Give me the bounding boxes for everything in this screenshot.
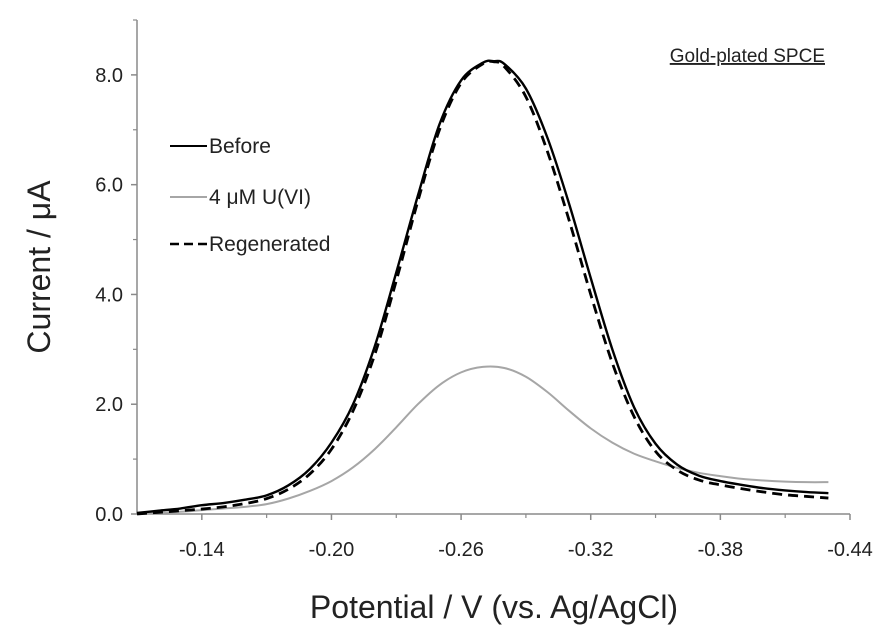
y-tick-label: 0.0 bbox=[95, 504, 123, 526]
ticks: -0.14 -0.20 -0.26 -0.32 -0.38 -0.44 0.0 2.0 4.0 6… bbox=[95, 19, 873, 561]
legend-item-regenerated: Regenerated bbox=[170, 233, 330, 256]
x-tick-label: -0.20 bbox=[309, 539, 355, 561]
legend-item-before: Before bbox=[170, 135, 271, 158]
legend-label-uvi: 4 μM U(VI) bbox=[209, 186, 311, 209]
chart-annotation: Gold-plated SPCE bbox=[670, 46, 825, 67]
series-layer bbox=[136, 59, 829, 516]
y-tick-label: 2.0 bbox=[95, 394, 123, 416]
legend-label-regenerated: Regenerated bbox=[209, 233, 330, 256]
y-tick-label: 4.0 bbox=[95, 284, 123, 306]
series-line-before bbox=[136, 59, 829, 515]
series-line-regenerated bbox=[136, 59, 829, 516]
x-tick-label: -0.38 bbox=[698, 539, 744, 561]
axes bbox=[136, 20, 850, 515]
y-tick-label: 8.0 bbox=[95, 65, 123, 87]
x-tick-label: -0.44 bbox=[827, 539, 873, 561]
legend: Before 4 μM U(VI) Regenerated bbox=[170, 135, 330, 256]
series-line-uvi bbox=[136, 365, 829, 515]
x-tick-label: -0.26 bbox=[438, 539, 484, 561]
x-tick-label: -0.14 bbox=[179, 539, 225, 561]
legend-item-uvi: 4 μM U(VI) bbox=[170, 186, 311, 209]
x-tick-label: -0.32 bbox=[568, 539, 614, 561]
y-tick-label: 6.0 bbox=[95, 175, 123, 197]
y-axis-title: Current / μA bbox=[21, 180, 57, 354]
legend-label-before: Before bbox=[209, 135, 271, 158]
x-axis-title: Potential / V (vs. Ag/AgCl) bbox=[310, 589, 678, 625]
